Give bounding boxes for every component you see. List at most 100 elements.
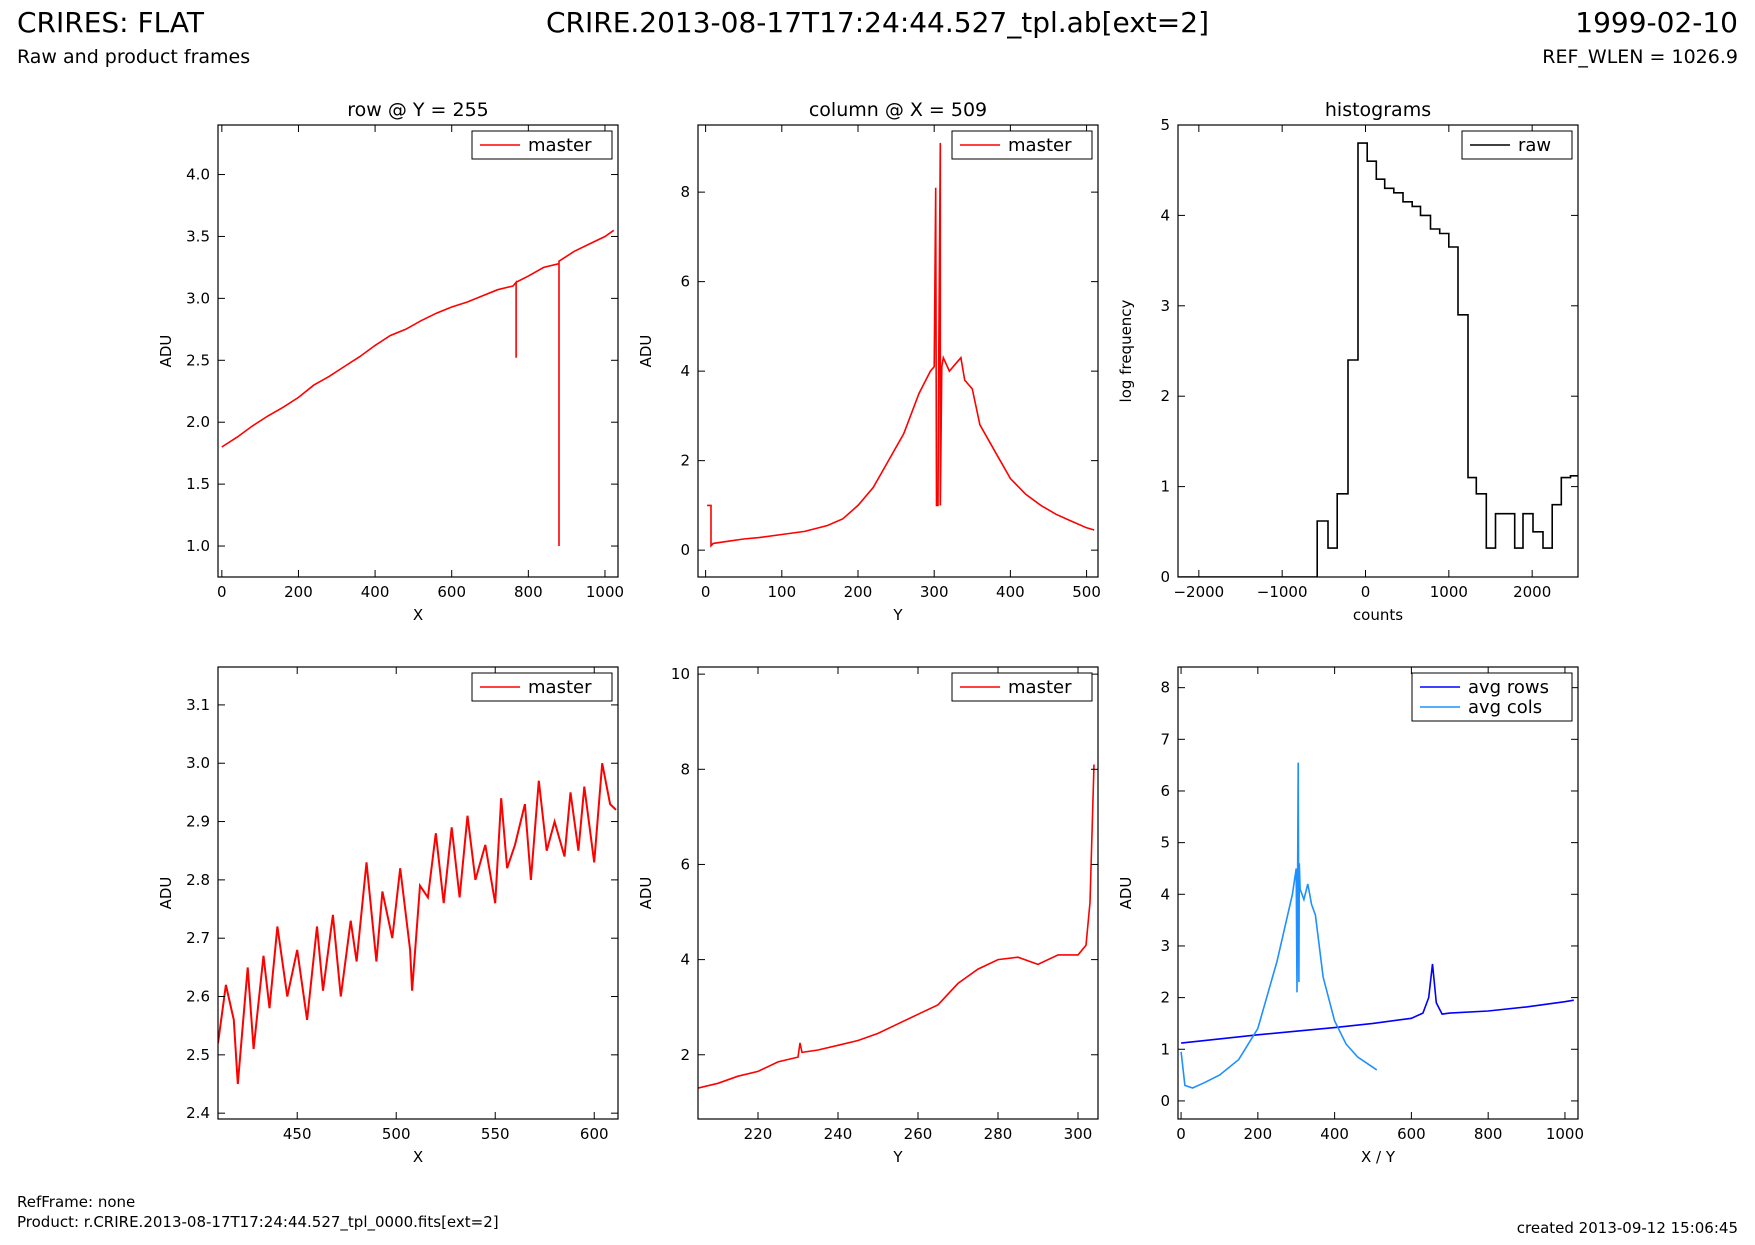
x-tick-label: 400 bbox=[996, 583, 1025, 601]
x-tick-label: 400 bbox=[361, 583, 390, 601]
y-tick-label: 8 bbox=[1160, 679, 1170, 697]
x-tick-label: −1000 bbox=[1257, 583, 1308, 601]
y-tick-label: 1.5 bbox=[186, 475, 210, 493]
plot-frame bbox=[697, 124, 1099, 578]
x-tick-label: 200 bbox=[844, 583, 873, 601]
y-tick-label: 2 bbox=[680, 1046, 690, 1064]
series-line-avg-rows bbox=[1181, 963, 1574, 1044]
series-line-master bbox=[707, 142, 1095, 548]
chart-panel-5: 220 240 260 280 300 2 4 6 8 10 Y ADU master bbox=[637, 665, 1099, 1166]
x-tick-label: 600 bbox=[1397, 1125, 1426, 1143]
x-tick-label: 500 bbox=[382, 1125, 411, 1143]
y-axis-label: ADU bbox=[1117, 877, 1135, 910]
legend-label: master bbox=[1008, 677, 1072, 698]
legend: raw bbox=[1461, 130, 1573, 160]
y-axis-label: ADU bbox=[637, 877, 655, 910]
series-line-raw bbox=[1178, 142, 1578, 577]
y-axis-label: ADU bbox=[157, 335, 175, 368]
x-tick-label: 200 bbox=[284, 583, 313, 601]
x-tick-label: 500 bbox=[1072, 583, 1101, 601]
plot-frame bbox=[217, 124, 619, 578]
y-tick-label: 2.9 bbox=[186, 813, 210, 831]
x-tick-label: 220 bbox=[744, 1125, 773, 1143]
chart-panel-2: 0 100 200 300 400 500 0 2 4 6 8 column @ X = 509 Y AD… bbox=[637, 99, 1101, 624]
y-tick-label: 2 bbox=[680, 452, 690, 470]
y-tick-label: 4 bbox=[1160, 206, 1170, 224]
plot-frame bbox=[1177, 124, 1579, 578]
y-tick-label: 8 bbox=[680, 760, 690, 778]
legend-label: master bbox=[528, 135, 592, 156]
x-tick-label: 300 bbox=[920, 583, 949, 601]
y-tick-label: 6 bbox=[680, 855, 690, 873]
y-tick-label: 3.1 bbox=[186, 696, 210, 714]
x-axis-label: X bbox=[413, 1148, 423, 1166]
y-tick-label: 2.7 bbox=[186, 929, 210, 947]
y-tick-label: 1 bbox=[1160, 478, 1170, 496]
chart-panel-4: 450 500 550 600 2.4 2.5 2.6 2.7 2.8 2.9 3.0 3.1 X ADU… bbox=[157, 666, 619, 1166]
y-tick-label: 2 bbox=[1160, 387, 1170, 405]
legend-label: master bbox=[1008, 135, 1072, 156]
created-label: created 2013-09-12 15:06:45 bbox=[1516, 1219, 1738, 1237]
page-title: CRIRES: FLAT bbox=[17, 6, 204, 39]
legend-box bbox=[1411, 672, 1573, 722]
y-axis-label: log frequency bbox=[1117, 299, 1135, 402]
y-tick-label: 7 bbox=[1160, 730, 1170, 748]
ref-wlen-label: REF_WLEN = 1026.9 bbox=[1542, 46, 1738, 68]
x-axis-label: X bbox=[413, 606, 423, 624]
chart-title: column @ X = 509 bbox=[809, 99, 987, 121]
legend-label: master bbox=[528, 677, 592, 698]
y-tick-label: 3.5 bbox=[186, 227, 210, 245]
x-axis-label: Y bbox=[892, 606, 903, 624]
legend-label: avg cols bbox=[1468, 697, 1542, 718]
x-tick-label: 400 bbox=[1320, 1125, 1349, 1143]
y-tick-label: 5 bbox=[1160, 116, 1170, 134]
y-tick-label: 3 bbox=[1160, 297, 1170, 315]
x-tick-label: 200 bbox=[1244, 1125, 1273, 1143]
x-tick-label: 240 bbox=[824, 1125, 853, 1143]
y-tick-label: 0 bbox=[1160, 568, 1170, 586]
y-tick-label: 2.0 bbox=[186, 413, 210, 431]
series-line-avg-cols bbox=[1180, 762, 1378, 1089]
x-tick-label: 0 bbox=[1176, 1125, 1186, 1143]
y-tick-label: 4 bbox=[680, 951, 690, 969]
y-tick-label: 3.0 bbox=[186, 754, 210, 772]
x-tick-label: 1000 bbox=[1430, 583, 1468, 601]
legend-label: avg rows bbox=[1468, 677, 1549, 698]
y-tick-label: 3 bbox=[1160, 937, 1170, 955]
x-tick-label: 280 bbox=[984, 1125, 1013, 1143]
y-axis-label: ADU bbox=[637, 335, 655, 368]
legend-label: raw bbox=[1518, 135, 1551, 156]
chart-panel-3: −2000 −1000 0 1000 2000 0 1 2 3 4 5 histograms count… bbox=[1117, 99, 1579, 624]
plot-frame bbox=[1177, 666, 1579, 1120]
x-tick-label: 600 bbox=[580, 1125, 609, 1143]
legend: master bbox=[951, 130, 1093, 160]
series-line-master bbox=[221, 229, 615, 546]
y-tick-label: 2.5 bbox=[186, 1046, 210, 1064]
x-tick-label: 800 bbox=[1474, 1125, 1503, 1143]
x-tick-label: 100 bbox=[767, 583, 796, 601]
y-tick-label: 2.5 bbox=[186, 351, 210, 369]
y-tick-label: 2.6 bbox=[186, 988, 210, 1006]
file-title: CRIRE.2013-08-17T17:24:44.527_tpl.ab[ext… bbox=[545, 6, 1209, 39]
x-axis-label: counts bbox=[1353, 606, 1403, 624]
y-tick-label: 4 bbox=[1160, 885, 1170, 903]
x-tick-label: 0 bbox=[217, 583, 227, 601]
y-axis-label: ADU bbox=[157, 877, 175, 910]
x-tick-label: −2000 bbox=[1173, 583, 1224, 601]
x-tick-label: 1000 bbox=[1546, 1125, 1584, 1143]
legend: master bbox=[471, 672, 613, 702]
y-tick-label: 0 bbox=[680, 541, 690, 559]
chart-panel-1: 0 200 400 600 800 1000 1.0 1.5 2.0 2.5 3.0 3.5 4.0 ro… bbox=[157, 99, 624, 624]
y-tick-label: 8 bbox=[680, 183, 690, 201]
x-tick-label: 260 bbox=[904, 1125, 933, 1143]
date-label: 1999-02-10 bbox=[1575, 6, 1738, 39]
x-tick-label: 2000 bbox=[1513, 583, 1551, 601]
series-line-master bbox=[698, 764, 1095, 1089]
y-tick-label: 2.8 bbox=[186, 871, 210, 889]
y-tick-label: 4.0 bbox=[186, 166, 210, 184]
legend: master bbox=[471, 130, 613, 160]
y-tick-label: 10 bbox=[671, 665, 690, 683]
x-tick-label: 800 bbox=[514, 583, 543, 601]
